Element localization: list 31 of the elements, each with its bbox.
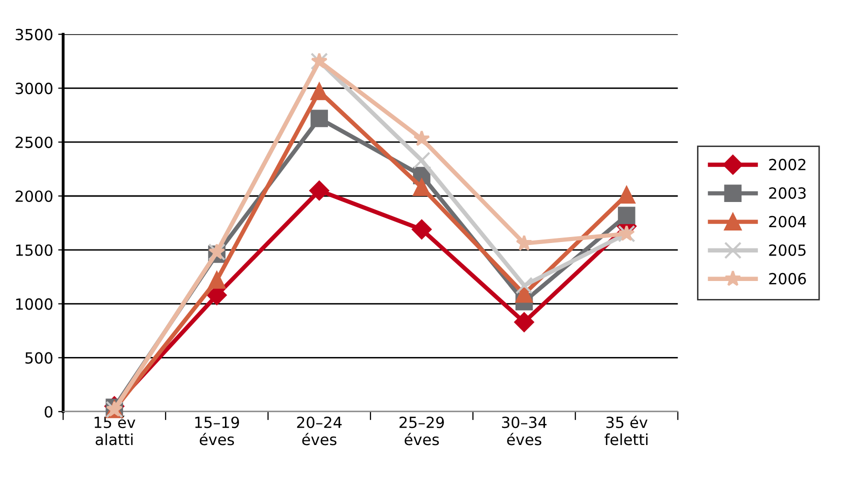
point <box>516 234 532 251</box>
x-tick-label: 15–19 éves <box>195 416 239 446</box>
x-tick-label: 25–29 éves <box>400 416 444 446</box>
point <box>412 220 432 240</box>
x-tick-label: 20–24 éves <box>297 416 342 446</box>
point <box>309 180 330 200</box>
point <box>413 130 430 146</box>
y-tick-label: 1500 <box>16 244 52 256</box>
y-tick-label: 500 <box>25 352 52 364</box>
y-tick-label: 2500 <box>16 136 52 148</box>
point <box>413 152 430 170</box>
x-tick-label: 30–34 éves <box>502 416 547 446</box>
point <box>310 82 328 100</box>
point <box>618 206 636 224</box>
legend-label: 2002 <box>769 158 806 170</box>
y-tick-label: 0 <box>44 406 52 418</box>
x-tick-label: 35 év feletti <box>604 416 648 446</box>
y-tick-label: 3000 <box>16 82 52 94</box>
point <box>515 276 533 294</box>
y-tick-label: 3500 <box>16 28 52 40</box>
point <box>208 271 226 289</box>
point <box>413 178 430 196</box>
legend-label: 2006 <box>769 272 806 284</box>
legend-label: 2005 <box>769 244 806 256</box>
y-tick-label: 2000 <box>16 190 52 202</box>
legend-label: 2004 <box>769 216 806 228</box>
point <box>618 186 636 204</box>
point <box>310 110 328 128</box>
legend-label: 2003 <box>769 187 806 199</box>
point <box>514 312 534 332</box>
y-tick-label: 1000 <box>16 298 52 310</box>
